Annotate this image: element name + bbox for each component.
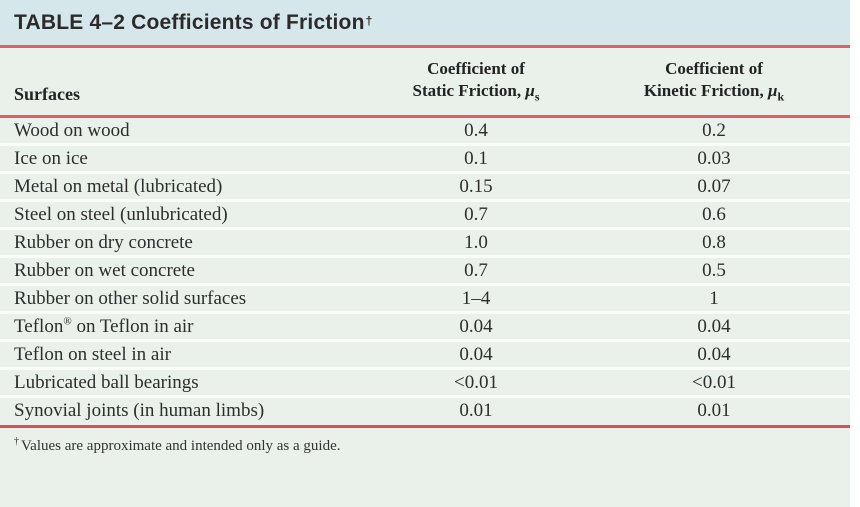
kinetic-cell: 0.03: [578, 143, 850, 173]
static-cell: 0.4: [464, 119, 488, 141]
static-cell: 0.1: [374, 143, 578, 173]
table-row: Steel on steel (unlubricated) 0.7 0.6: [0, 199, 850, 229]
static-cell: 1–4: [374, 283, 578, 313]
header-row: Surfaces Coefficient of Static Friction,…: [0, 48, 850, 119]
kinetic-header-line1: Coefficient of: [665, 59, 763, 78]
column-header-surfaces: Surfaces: [0, 48, 374, 119]
friction-table: Surfaces Coefficient of Static Friction,…: [0, 48, 850, 425]
static-cell: <0.01: [374, 367, 578, 397]
table-header: Surfaces Coefficient of Static Friction,…: [0, 48, 850, 119]
surface-cell: Rubber on other solid surfaces: [0, 283, 374, 313]
table-row: Teflon on steel in air 0.04 0.04: [0, 339, 850, 369]
kinetic-cell: 0.5: [578, 255, 850, 285]
table-row: Wood on wood 0.4 0.2: [0, 117, 850, 145]
kinetic-cell: 0.6: [578, 199, 850, 229]
column-header-kinetic-friction: Coefficient of Kinetic Friction, μk: [578, 48, 850, 119]
static-header-line1: Coefficient of: [427, 59, 525, 78]
column-header-static-friction: Coefficient of Static Friction, μs: [374, 48, 578, 119]
table-row: Rubber on wet concrete 0.7 0.5: [0, 255, 850, 285]
surface-cell: Teflon on steel in air: [0, 339, 374, 369]
table-row: Ice on ice 0.1 0.03: [0, 143, 850, 173]
kinetic-cell: 0.2: [702, 119, 726, 141]
table-row: Rubber on dry concrete 1.0 0.8: [0, 227, 850, 257]
footnote-text: Values are approximate and intended only…: [21, 437, 341, 454]
table-footnote: † Values are approximate and intended onl…: [0, 428, 850, 455]
kinetic-cell: 0.04: [578, 311, 850, 341]
mu-symbol: μ: [525, 81, 535, 101]
table-row: Lubricated ball bearings <0.01 <0.01: [0, 367, 850, 397]
static-cell: 0.15: [374, 171, 578, 201]
kinetic-cell: 0.04: [578, 339, 850, 369]
mu-subscript-s: s: [534, 89, 540, 104]
table-row: Teflon® on Teflon in air 0.04 0.04: [0, 311, 850, 341]
surface-cell: Rubber on wet concrete: [0, 255, 374, 285]
surface-cell: Metal on metal (lubricated): [0, 171, 374, 201]
static-cell: 0.04: [374, 339, 578, 369]
table-row: Rubber on other solid surfaces 1–4 1: [0, 283, 850, 313]
surface-cell: Ice on ice: [0, 143, 374, 173]
kinetic-cell: 0.07: [578, 171, 850, 201]
static-cell: 0.01: [374, 395, 578, 425]
surface-cell: Teflon® on Teflon in air: [0, 311, 374, 341]
static-cell: 1.0: [374, 227, 578, 257]
kinetic-cell: 0.8: [578, 227, 850, 257]
static-cell: 0.7: [374, 199, 578, 229]
mu-symbol: μ: [768, 81, 778, 101]
table-row: Synovial joints (in human limbs) 0.01 0.…: [0, 395, 850, 425]
surface-cell: Rubber on dry concrete: [0, 227, 374, 257]
kinetic-header-line2: Kinetic Friction,: [643, 81, 768, 101]
surface-cell: Synovial joints (in human limbs): [0, 395, 374, 425]
bottom-rule: [0, 424, 850, 428]
static-cell: 0.04: [374, 311, 578, 341]
static-header-line2: Static Friction,: [412, 81, 526, 101]
registered-trademark-mark: ®: [63, 315, 72, 328]
table-title: TABLE 4–2 Coefficients of Friction: [14, 10, 365, 34]
kinetic-cell: <0.01: [578, 367, 850, 397]
surface-cell: Steel on steel (unlubricated): [0, 199, 374, 229]
table-row: Metal on metal (lubricated) 0.15 0.07: [0, 171, 850, 201]
footnote-dagger-marker: †: [14, 435, 19, 447]
kinetic-cell: 1: [578, 283, 850, 313]
mu-subscript-k: k: [777, 89, 785, 104]
static-cell: 0.7: [374, 255, 578, 285]
surface-cell: Wood on wood: [14, 119, 130, 141]
kinetic-cell: 0.01: [578, 395, 850, 425]
surface-cell: Lubricated ball bearings: [0, 367, 374, 397]
surfaces-label: Surfaces: [14, 84, 80, 105]
table-body: Wood on wood 0.4 0.2 Ice on ice 0.1 0.03…: [0, 117, 850, 425]
table-title-bar: TABLE 4–2 Coefficients of Friction †: [0, 0, 850, 48]
